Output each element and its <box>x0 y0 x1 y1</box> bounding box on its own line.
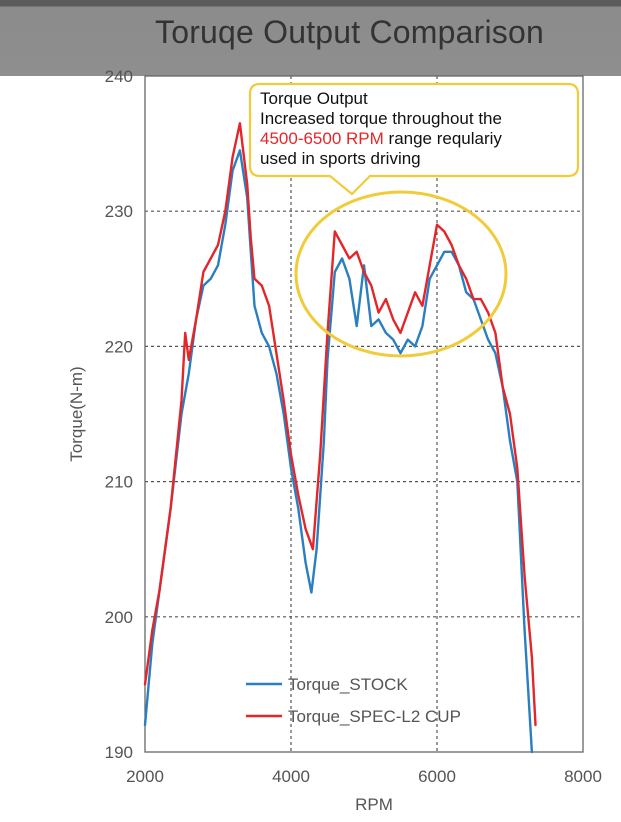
annotation-line-3-rest: range requlariy <box>384 129 503 148</box>
x-tick-label: 4000 <box>272 767 310 786</box>
chart-title: Toruqe Output Comparison <box>155 14 545 50</box>
y-tick-label: 240 <box>105 67 133 86</box>
annotation-line-2: Increased torque throughout the <box>260 109 502 128</box>
tick-labels: 2000 4000 6000 8000 190 200 210 220 230 240 <box>105 67 602 786</box>
annotation-box <box>248 82 580 196</box>
x-axis-label: RPM <box>355 795 393 814</box>
x-tick-label: 8000 <box>564 767 602 786</box>
annotation-line-1: Torque Output <box>260 89 368 108</box>
legend-label: Torque_SPEC-L2 CUP <box>288 707 461 726</box>
series-line-stock <box>143 149 534 754</box>
annotation-line-4: used in sports driving <box>260 149 421 168</box>
y-tick-label: 230 <box>105 202 133 221</box>
x-tick-label: 6000 <box>418 767 456 786</box>
legend-label: Torque_STOCK <box>288 675 408 694</box>
series-lines <box>143 122 537 754</box>
plot-border <box>144 75 584 753</box>
y-tick-label: 190 <box>105 743 133 762</box>
series-line-spec-l2-cup <box>143 122 537 727</box>
legend: Torque_STOCK Torque_SPEC-L2 CUP <box>246 675 461 726</box>
plot-frame <box>144 75 584 753</box>
annotation-callout: Torque Output Increased torque throughou… <box>248 82 580 358</box>
title-banner: Toruqe Output Comparison <box>0 0 621 76</box>
y-tick-label: 220 <box>105 337 133 356</box>
y-tick-label: 210 <box>105 473 133 492</box>
annotation-highlight: 4500-6500 RPM <box>260 129 384 148</box>
highlight-ellipse <box>294 190 508 358</box>
x-tick-label: 2000 <box>126 767 164 786</box>
annotation-line-3: 4500-6500 RPM range requlariy <box>260 129 502 148</box>
y-tick-label: 200 <box>105 608 133 627</box>
grid <box>145 76 583 752</box>
y-axis-label: Torque(N-m) <box>67 366 86 461</box>
